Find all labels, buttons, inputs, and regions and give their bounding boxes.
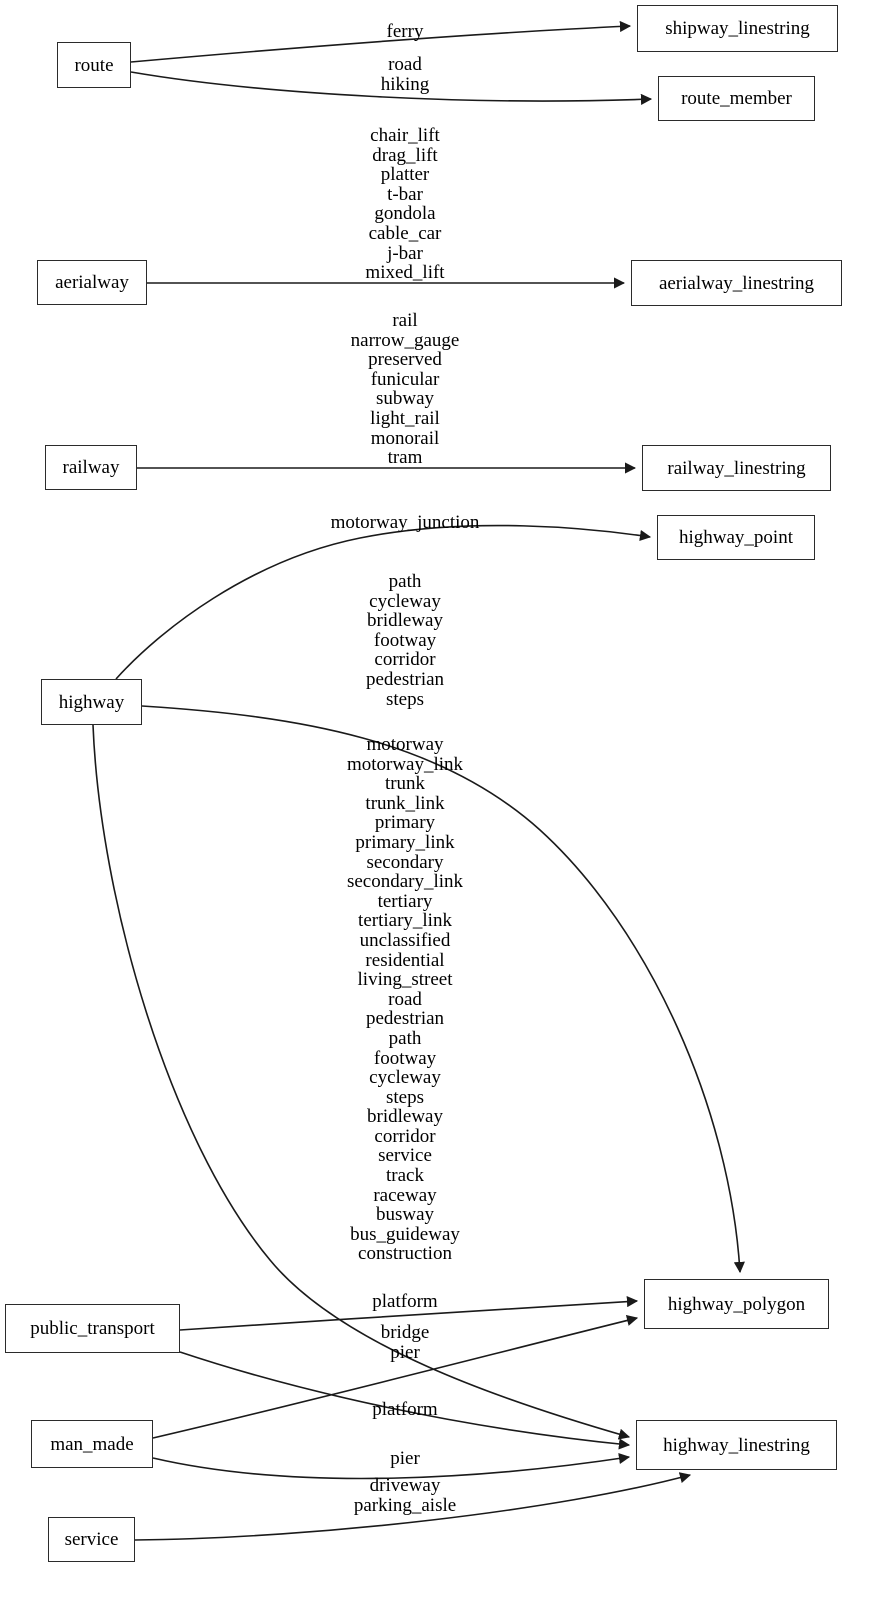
edge-label-highway-point: motorway_junction (330, 512, 480, 533)
edge-label-route-shipway: ferry (386, 21, 424, 42)
node-highway_linestring[interactable]: highway_linestring (636, 1420, 837, 1470)
edge-label-public_transport-linestring: bridge pier (380, 1322, 430, 1363)
node-label: highway_polygon (667, 1293, 806, 1315)
edge-label-man_made-polygon: platform (372, 1399, 438, 1420)
node-label: route_member (681, 88, 792, 109)
node-label: shipway_linestring (665, 18, 810, 39)
node-shipway_linestring[interactable]: shipway_linestring (637, 5, 838, 52)
node-highway_point[interactable]: highway_point (657, 515, 815, 560)
node-label: railway_linestring (667, 457, 806, 479)
edge-label-route-member: road hiking (380, 54, 430, 95)
node-aerialway[interactable]: aerialway (37, 260, 147, 305)
node-service[interactable]: service (48, 1517, 135, 1562)
edge-label-public_transport-polygon: platform (372, 1291, 438, 1312)
node-label: man_made (50, 1433, 134, 1455)
edge-label-aerialway-linestring: chair_lift drag_lift platter t-bar gondo… (365, 125, 445, 284)
edge-label-service-linestring: driveway parking_aisle (353, 1475, 457, 1516)
node-label: aerialway (55, 272, 129, 293)
node-route_member[interactable]: route_member (658, 76, 815, 121)
node-railway_linestring[interactable]: railway_linestring (642, 445, 831, 491)
node-highway[interactable]: highway (41, 679, 142, 725)
node-man_made[interactable]: man_made (31, 1420, 153, 1468)
node-label: public_transport (30, 1318, 155, 1339)
node-railway[interactable]: railway (45, 445, 137, 490)
node-route[interactable]: route (57, 42, 131, 88)
node-label: highway (58, 691, 125, 713)
node-highway_polygon[interactable]: highway_polygon (644, 1279, 829, 1329)
node-label: railway (62, 457, 120, 478)
edge-label-railway-linestring: rail narrow_gauge preserved funicular su… (350, 310, 460, 469)
edge-label-highway-polygon: path cycleway bridleway footway corridor… (365, 571, 445, 710)
node-label: service (64, 1529, 119, 1550)
node-label: route (74, 54, 114, 76)
node-label: highway_point (679, 527, 793, 548)
node-label: highway_linestring (663, 1434, 810, 1456)
node-public_transport[interactable]: public_transport (5, 1304, 180, 1353)
node-aerialway_linestring[interactable]: aerialway_linestring (631, 260, 842, 306)
edge-label-highway-linestring: motorway motorway_link trunk trunk_link … (346, 734, 464, 1265)
edge-label-man_made-linestring: pier (390, 1448, 420, 1469)
node-label: aerialway_linestring (658, 272, 815, 294)
